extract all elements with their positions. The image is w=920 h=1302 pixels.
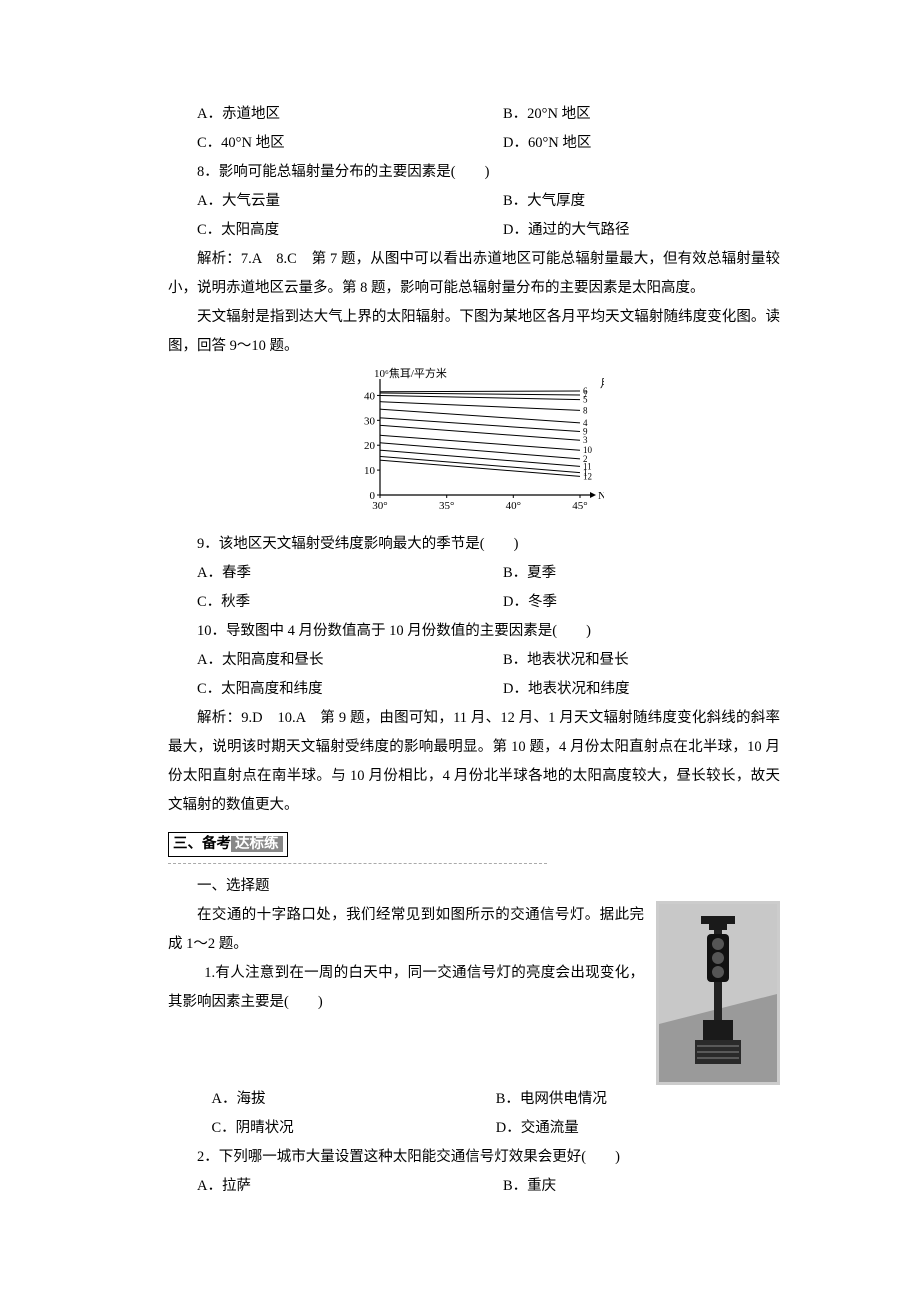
traffic-light-image (656, 901, 780, 1085)
q7-option-b: B．20°N 地区 (474, 100, 780, 129)
section-3-prefix: 三、备考 (173, 836, 231, 852)
svg-text:35°: 35° (439, 500, 454, 512)
q10-options-row1: A．太阳高度和昼长 B．地表状况和昼长 (168, 646, 780, 675)
q10-stem: 10．导致图中 4 月份数值高于 10 月份数值的主要因素是( ) (168, 617, 780, 646)
q10-option-c: C．太阳高度和纬度 (168, 675, 474, 704)
svg-text:10⁶焦耳/平方米: 10⁶焦耳/平方米 (374, 366, 447, 380)
svg-text:30: 30 (364, 415, 376, 427)
section-divider-dashed (168, 863, 547, 864)
q8-option-c: C．太阳高度 (168, 216, 474, 245)
section-3-header: 三、备考达标练 (168, 830, 780, 859)
svg-text:20: 20 (364, 440, 376, 452)
q7-option-c: C．40°N 地区 (168, 129, 474, 158)
q8-options-row1: A．大气云量 B．大气厚度 (168, 187, 780, 216)
intro-1-2b: 1.有人注意到在一周的白天中，同一交通信号灯的亮度会出现变化，其影响因素主要是(… (168, 959, 644, 1017)
svg-text:N: N (598, 490, 604, 502)
q2-options-row1: A．拉萨 B．重庆 (168, 1172, 780, 1201)
explanation-7-8: 解析：7.A 8.C 第 7 题，从图中可以看出赤道地区可能总辐射量最大，但有效… (168, 245, 780, 303)
explanation-9-10: 解析：9.D 10.A 第 9 题，由图可知，11 月、12 月、1 月天文辐射… (168, 704, 780, 820)
q10-options-row2: C．太阳高度和纬度 D．地表状况和纬度 (168, 675, 780, 704)
q1-option-b: B．电网供电情况 (496, 1085, 780, 1114)
radiation-chart: 10⁶焦耳/平方米月N01020304030°35°40°45°67584931… (168, 365, 780, 526)
svg-text:5: 5 (583, 395, 588, 405)
q8-option-d: D．通过的大气路径 (474, 216, 780, 245)
q10-option-b: B．地表状况和昼长 (474, 646, 780, 675)
q1-options-row2: C．阴晴状况 D．交通流量 (168, 1114, 780, 1143)
q10-option-d: D．地表状况和纬度 (474, 675, 780, 704)
q1-option-a: A．海拔 (212, 1085, 496, 1114)
q7-option-a: A．赤道地区 (168, 100, 474, 129)
q9-options-row1: A．春季 B．夏季 (168, 559, 780, 588)
svg-text:30°: 30° (372, 500, 387, 512)
q1-2-block: 在交通的十字路口处，我们经常见到如图所示的交通信号灯。据此完成 1～2 题。 1… (168, 901, 780, 1085)
q9-option-c: C．秋季 (168, 588, 474, 617)
svg-text:3: 3 (583, 435, 588, 445)
radiation-chart-svg: 10⁶焦耳/平方米月N01020304030°35°40°45°67584931… (344, 365, 604, 515)
svg-text:45°: 45° (572, 500, 587, 512)
svg-text:8: 8 (583, 405, 588, 415)
section-3-highlight: 达标练 (231, 836, 283, 852)
svg-text:40°: 40° (506, 500, 521, 512)
intro-1-2a: 在交通的十字路口处，我们经常见到如图所示的交通信号灯。据此完成 1～2 题。 (168, 901, 644, 959)
page-content: A．赤道地区 B．20°N 地区 C．40°N 地区 D．60°N 地区 8．影… (0, 0, 920, 1261)
q7-option-d: D．60°N 地区 (474, 129, 780, 158)
q1-option-d: D．交通流量 (496, 1114, 780, 1143)
q7-options-row2: C．40°N 地区 D．60°N 地区 (168, 129, 780, 158)
q8-options-row2: C．太阳高度 D．通过的大气路径 (168, 216, 780, 245)
q7-options-row1: A．赤道地区 B．20°N 地区 (168, 100, 780, 129)
q2-stem: 2．下列哪一城市大量设置这种太阳能交通信号灯效果会更好( ) (168, 1143, 780, 1172)
q8-stem: 8．影响可能总辐射量分布的主要因素是( ) (168, 158, 780, 187)
q9-option-a: A．春季 (168, 559, 474, 588)
traffic-light-svg (659, 904, 777, 1082)
part1-heading: 一、选择题 (168, 872, 780, 901)
q1-options-row1: A．海拔 B．电网供电情况 (168, 1085, 780, 1114)
q8-option-a: A．大气云量 (168, 187, 474, 216)
svg-text:10: 10 (364, 465, 376, 477)
q9-option-d: D．冬季 (474, 588, 780, 617)
q9-option-b: B．夏季 (474, 559, 780, 588)
intro-9-10: 天文辐射是指到达大气上界的太阳辐射。下图为某地区各月平均天文辐射随纬度变化图。读… (168, 303, 780, 361)
svg-text:月: 月 (600, 378, 604, 390)
q10-option-a: A．太阳高度和昼长 (168, 646, 474, 675)
q9-options-row2: C．秋季 D．冬季 (168, 588, 780, 617)
q1-2-text: 在交通的十字路口处，我们经常见到如图所示的交通信号灯。据此完成 1～2 题。 1… (168, 901, 644, 1017)
q9-stem: 9．该地区天文辐射受纬度影响最大的季节是( ) (168, 530, 780, 559)
q1-option-c: C．阴晴状况 (212, 1114, 496, 1143)
q2-option-b: B．重庆 (474, 1172, 780, 1201)
section-3-box: 三、备考达标练 (168, 832, 288, 857)
q2-option-a: A．拉萨 (168, 1172, 474, 1201)
svg-text:40: 40 (364, 390, 376, 402)
q8-option-b: B．大气厚度 (474, 187, 780, 216)
svg-text:12: 12 (583, 471, 592, 481)
